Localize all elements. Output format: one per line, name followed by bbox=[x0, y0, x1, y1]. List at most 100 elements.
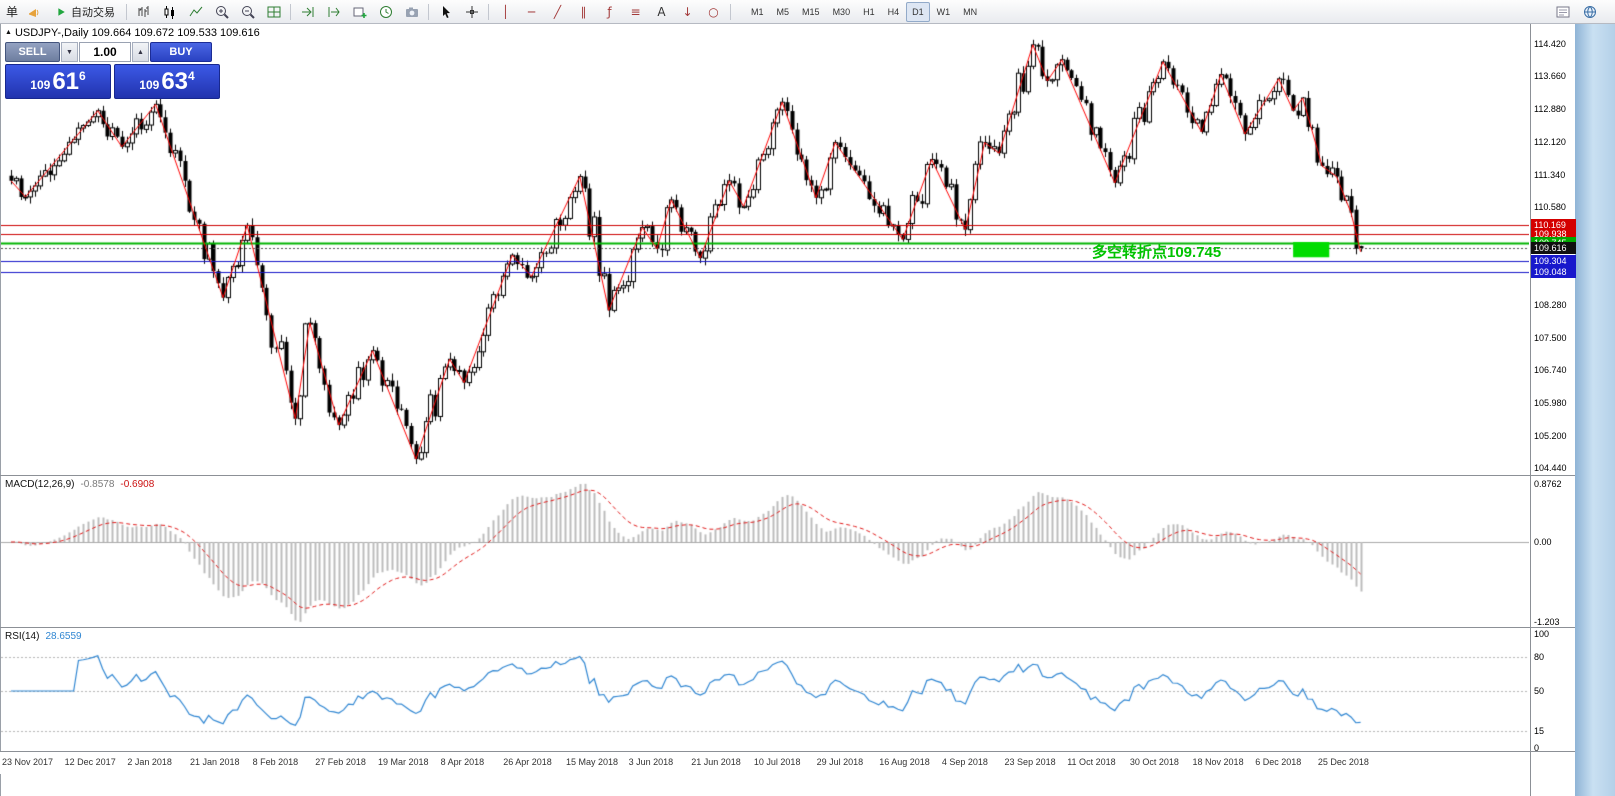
pane-separator[interactable] bbox=[0, 627, 1575, 628]
date-label: 8 Apr 2018 bbox=[440, 757, 485, 767]
ellipse-tool-button[interactable]: ○ bbox=[701, 1, 726, 23]
price-tag: 110.169 bbox=[1531, 218, 1576, 231]
toolbar-separator bbox=[428, 3, 430, 20]
sell-price-pips: 61 bbox=[52, 67, 80, 95]
pane-separator bbox=[0, 751, 1575, 752]
chart-area: ▲ USDJPY-,Daily 109.664 109.672 109.533 1… bbox=[0, 24, 1530, 796]
zoom-out-icon bbox=[241, 5, 255, 19]
timeframe-m1-button[interactable]: M1 bbox=[751, 6, 764, 17]
timeframe-d1-button[interactable]: D1 bbox=[906, 1, 930, 22]
timeframe-h1-button[interactable]: H1 bbox=[863, 6, 875, 17]
price-tag: 109.048 bbox=[1531, 266, 1576, 279]
toolbar-separator bbox=[730, 3, 732, 20]
date-label: 21 Jun 2018 bbox=[691, 757, 741, 767]
buy-price-box[interactable]: 109 63 4 bbox=[114, 64, 220, 99]
timeframe-mn-button[interactable]: MN bbox=[963, 6, 978, 17]
price-scale[interactable]: 114.420 113.660 112.880 112.120 111.340 110.5… bbox=[1530, 24, 1576, 796]
panel-button-1[interactable] bbox=[1550, 1, 1575, 23]
price-tag: 109.304 bbox=[1531, 255, 1576, 268]
macd-canvas[interactable] bbox=[1, 476, 1529, 628]
sell-price-box[interactable]: 109 61 6 bbox=[5, 64, 111, 99]
zoom-out-button[interactable] bbox=[235, 1, 260, 23]
buy-button[interactable]: BUY bbox=[150, 42, 212, 62]
auto-scroll-button[interactable] bbox=[295, 1, 320, 23]
sell-price-prefix: 109 bbox=[30, 78, 51, 92]
price-scale-label: 114.420 bbox=[1534, 39, 1566, 49]
fibonacci-button[interactable]: ƒ bbox=[597, 1, 622, 23]
crosshair-button[interactable] bbox=[459, 1, 484, 23]
toolbar: 单 自动交易 │ ─ ╱ bbox=[0, 0, 1615, 24]
clock-icon bbox=[379, 5, 392, 18]
rsi-canvas[interactable] bbox=[1, 628, 1529, 752]
megaphone-icon-button[interactable] bbox=[22, 1, 47, 23]
autotrading-button[interactable]: 自动交易 bbox=[48, 1, 122, 23]
trendline-button[interactable]: ╱ bbox=[545, 1, 570, 23]
period-clock-button[interactable] bbox=[373, 1, 398, 23]
pane-separator[interactable] bbox=[0, 475, 1575, 476]
channel-button[interactable]: ∥ bbox=[571, 1, 596, 23]
panel-button-2[interactable] bbox=[1577, 1, 1602, 23]
new-chart-button[interactable] bbox=[347, 1, 372, 23]
price-scale-label: 113.660 bbox=[1534, 71, 1566, 82]
timeframe-h4-button[interactable]: H4 bbox=[887, 6, 900, 17]
timeframe-m5-button[interactable]: M5 bbox=[776, 6, 790, 17]
timeframe-m15-button[interactable]: M15 bbox=[802, 6, 820, 17]
ellipse-tool-icon: ○ bbox=[708, 4, 719, 19]
bar-chart-button[interactable] bbox=[131, 1, 156, 23]
buy-price-pips: 63 bbox=[161, 67, 189, 95]
order-button[interactable]: 单 bbox=[6, 5, 19, 19]
horizontal-line-icon: ─ bbox=[527, 4, 536, 19]
price-scale-label: 106.740 bbox=[1534, 365, 1567, 376]
price-chart-canvas[interactable] bbox=[1, 24, 1529, 476]
candlestick-chart-button[interactable] bbox=[157, 1, 182, 23]
one-click-toggle[interactable]: ▲ bbox=[5, 29, 12, 36]
timeframe-w1-button[interactable]: W1 bbox=[936, 6, 951, 17]
timeframe-m30-button[interactable]: M30 bbox=[832, 6, 851, 17]
text-tool-icon: A bbox=[657, 4, 666, 19]
zoom-in-button[interactable] bbox=[209, 1, 234, 23]
cursor-button[interactable] bbox=[433, 1, 458, 23]
trade-panel-prices: 109 61 6 109 63 4 bbox=[5, 64, 225, 99]
window-edge bbox=[1575, 24, 1615, 796]
price-scale-label: 104.440 bbox=[1534, 463, 1567, 473]
date-label: 16 Aug 2018 bbox=[879, 757, 930, 767]
lot-decrease-button[interactable]: ▼ bbox=[61, 42, 78, 62]
lot-increase-button[interactable]: ▲ bbox=[132, 42, 149, 62]
date-label: 29 Jul 2018 bbox=[816, 757, 864, 767]
date-label: 4 Sep 2018 bbox=[941, 757, 988, 767]
date-label: 3 Jun 2018 bbox=[628, 757, 674, 767]
date-label: 2 Jan 2018 bbox=[127, 757, 172, 767]
date-label: 26 Apr 2018 bbox=[503, 757, 552, 767]
horizontal-line-button[interactable]: ─ bbox=[519, 1, 544, 23]
price-tag: 109.616 bbox=[1531, 242, 1576, 255]
lot-size-input[interactable] bbox=[79, 42, 131, 62]
list-icon bbox=[1556, 6, 1569, 17]
tile-windows-button[interactable] bbox=[261, 1, 286, 23]
chart-shift-button[interactable] bbox=[321, 1, 346, 23]
price-scale-label: 110.580 bbox=[1534, 202, 1566, 213]
macd-scale-label: 0.00 bbox=[1534, 537, 1552, 547]
fibonacci-icon: ƒ bbox=[607, 4, 612, 19]
vertical-line-button[interactable]: │ bbox=[493, 1, 518, 23]
channel-icon: ∥ bbox=[580, 4, 587, 19]
toolbar-separator bbox=[488, 3, 490, 20]
timeframe-group: M1 M5 M15 M30 H1 H4 D1 W1 MN bbox=[745, 1, 983, 22]
auto-scroll-icon bbox=[301, 6, 314, 17]
price-scale-label: 112.120 bbox=[1534, 136, 1566, 147]
date-axis[interactable]: 23 Nov 2017 12 Dec 2017 2 Jan 2018 21 Jan 2… bbox=[0, 752, 1530, 774]
chart-title: ▲ USDJPY-,Daily 109.664 109.672 109.533 1… bbox=[5, 27, 260, 39]
date-label: 21 Jan 2018 bbox=[189, 757, 240, 767]
arrow-tool-button[interactable]: ↓ bbox=[675, 1, 700, 23]
trade-panel-controls: SELL ▼ ▲ BUY bbox=[5, 42, 225, 62]
chart-window: ▲ USDJPY-,Daily 109.664 109.672 109.533 1… bbox=[0, 24, 1615, 796]
line-chart-button[interactable] bbox=[183, 1, 208, 23]
date-label: 15 May 2018 bbox=[565, 757, 618, 767]
levels-button[interactable]: ≡ bbox=[623, 1, 648, 23]
sell-button[interactable]: SELL bbox=[5, 42, 60, 62]
date-label: 6 Dec 2018 bbox=[1255, 757, 1302, 767]
buy-price-point: 4 bbox=[188, 69, 195, 83]
candlestick-chart-icon bbox=[164, 5, 174, 19]
text-tool-button[interactable]: A bbox=[649, 1, 674, 23]
snapshot-button[interactable] bbox=[399, 1, 424, 23]
buy-price-prefix: 109 bbox=[139, 78, 160, 92]
